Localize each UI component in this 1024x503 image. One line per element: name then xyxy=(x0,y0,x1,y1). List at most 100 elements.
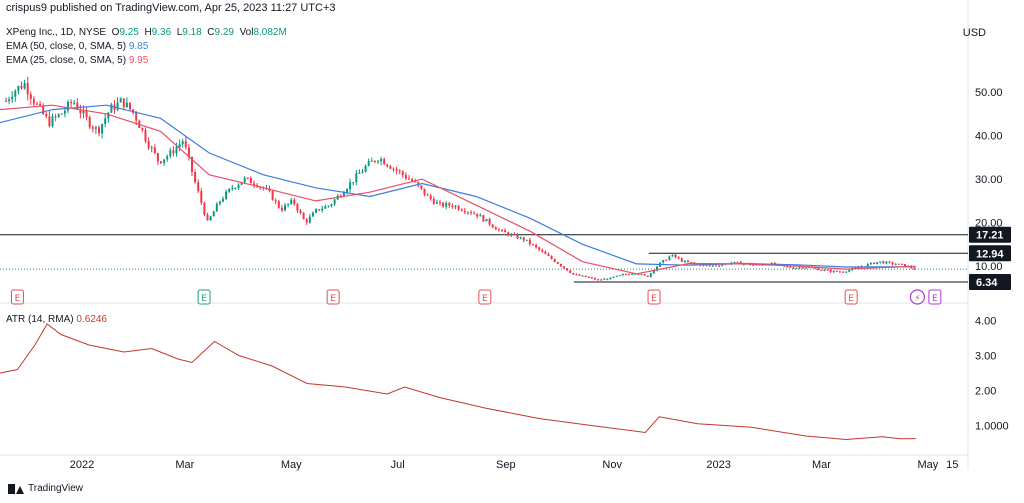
currency-label[interactable]: USD xyxy=(962,27,986,39)
ema25-row[interactable]: EMA (25, close, 0, SMA, 5) 9.95 xyxy=(6,54,287,68)
event-marker-box xyxy=(928,289,942,305)
candle-body xyxy=(280,207,283,211)
candle-body xyxy=(386,164,389,167)
candle-body xyxy=(857,267,860,269)
candle-body xyxy=(656,266,658,271)
candle-body xyxy=(63,110,66,114)
candle-body xyxy=(67,101,69,111)
candle-body xyxy=(876,262,879,264)
candle-body xyxy=(479,215,482,217)
time-tick-label: 2022 xyxy=(70,459,94,471)
atr-legend[interactable]: ATR (14, RMA) 0.6246 xyxy=(6,314,107,325)
candle-body xyxy=(91,127,94,129)
candle-body xyxy=(302,213,305,220)
candle-body xyxy=(85,110,88,118)
candle-body xyxy=(358,172,361,174)
candle-body xyxy=(535,244,538,248)
candle-body xyxy=(516,234,519,239)
event-marker-label: E xyxy=(848,294,854,304)
candle-body xyxy=(566,268,569,271)
candle-body xyxy=(20,86,23,89)
candle-body xyxy=(346,189,348,193)
candle-body xyxy=(94,127,97,129)
candle-body xyxy=(572,272,575,275)
atr-line xyxy=(0,323,916,441)
ema50-line xyxy=(0,104,916,268)
candle-body xyxy=(811,267,813,269)
candle-body xyxy=(60,113,63,115)
candle-body xyxy=(476,213,479,217)
candle-body xyxy=(752,264,755,266)
candle-body xyxy=(197,182,200,192)
candle-body xyxy=(29,94,32,99)
candle-body xyxy=(507,232,510,236)
candle-body xyxy=(494,227,497,230)
candle-body xyxy=(814,267,817,269)
candle-body xyxy=(597,279,600,281)
candle-body xyxy=(615,275,618,277)
candle-body xyxy=(594,277,596,280)
price-tick-label: 50.00 xyxy=(975,87,1003,99)
candle-body xyxy=(473,213,476,215)
candle-body xyxy=(392,168,395,170)
candle-body xyxy=(88,117,91,128)
candle-body xyxy=(820,270,823,272)
event-marker-box xyxy=(478,289,492,305)
event-marker-box xyxy=(10,289,24,305)
ema50-value: 9.85 xyxy=(128,41,149,52)
candle-body xyxy=(51,116,54,127)
candle-body xyxy=(225,191,228,199)
candle-body xyxy=(36,103,38,105)
candle-body xyxy=(522,237,525,241)
candle-body xyxy=(311,212,314,217)
candle-body xyxy=(826,269,829,271)
event-marker-label: E xyxy=(932,294,938,304)
candle-body xyxy=(708,265,711,267)
candle-body xyxy=(556,262,559,264)
candle-body xyxy=(222,198,224,202)
candle-body xyxy=(367,161,370,166)
candle-body xyxy=(296,204,299,211)
candle-body xyxy=(54,116,57,118)
candle-body xyxy=(287,203,290,206)
candle-body xyxy=(900,263,903,265)
candle-body xyxy=(838,271,841,273)
close-value: 9.29 xyxy=(214,27,234,38)
candle-body xyxy=(835,270,838,272)
candle-body xyxy=(107,112,110,119)
ema-lines xyxy=(0,104,916,275)
candle-body xyxy=(163,159,166,164)
candle-body xyxy=(70,101,73,104)
candle-body xyxy=(184,141,187,148)
candle-body xyxy=(135,112,138,121)
candle-body xyxy=(888,261,891,263)
candle-body xyxy=(807,267,810,269)
time-tick-label: May xyxy=(917,459,938,471)
candle-body xyxy=(153,147,156,154)
candle-body xyxy=(308,216,311,223)
candle-body xyxy=(687,260,689,263)
event-marker-box xyxy=(647,289,661,305)
candle-body xyxy=(680,258,683,262)
candle-body xyxy=(364,165,367,172)
ema50-row[interactable]: EMA (50, close, 0, SMA, 5) 9.85 xyxy=(6,40,287,54)
tradingview-footer[interactable]: TradingView xyxy=(8,483,83,494)
candle-body xyxy=(194,171,197,183)
candle-body xyxy=(801,267,804,269)
candle-body xyxy=(823,269,826,271)
candle-body xyxy=(426,194,429,196)
candle-body xyxy=(817,268,820,271)
candle-body xyxy=(116,102,119,110)
author-name[interactable]: crispus9 xyxy=(6,2,47,14)
candlesticks xyxy=(5,76,916,281)
candle-body xyxy=(829,270,832,273)
candle-body xyxy=(73,102,76,104)
candle-body xyxy=(249,177,252,184)
symbol-title[interactable]: XPeng Inc., 1D, NYSE xyxy=(6,27,107,38)
candle-body xyxy=(45,114,48,117)
candle-body xyxy=(253,183,255,185)
candle-body xyxy=(240,182,243,185)
candle-body xyxy=(510,234,513,236)
candle-body xyxy=(609,277,612,280)
